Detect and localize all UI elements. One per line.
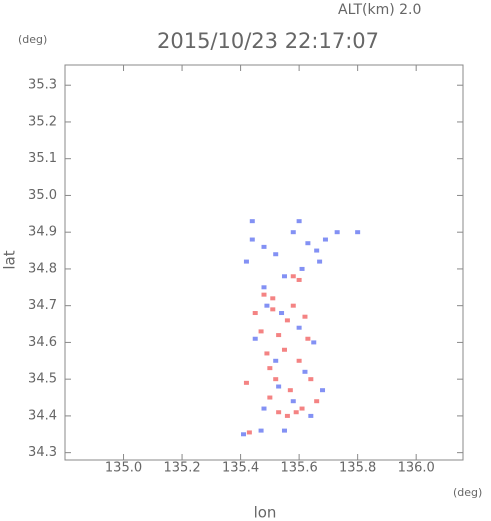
y-tick-label: 34.6 xyxy=(28,335,57,350)
x-tick-label: 135.6 xyxy=(281,461,318,476)
radar-point xyxy=(281,347,287,352)
radar-point xyxy=(290,230,296,235)
x-unit: (deg) xyxy=(453,486,482,499)
radar-point xyxy=(261,244,267,249)
y-tick-label: 35.1 xyxy=(28,151,57,166)
y-axis-label: lat xyxy=(1,250,19,269)
x-axis-label: lon xyxy=(254,504,277,521)
radar-point xyxy=(296,219,302,224)
radar-point xyxy=(273,252,279,257)
radar-point xyxy=(243,380,249,385)
radar-point xyxy=(258,329,264,334)
x-tick-label: 135.0 xyxy=(105,461,142,476)
y-tick-label: 34.7 xyxy=(28,298,57,313)
radar-point xyxy=(293,410,299,415)
radar-point xyxy=(299,406,305,411)
y-tick-label: 34.3 xyxy=(28,445,57,460)
radar-point xyxy=(290,303,296,308)
radar-point xyxy=(314,248,320,253)
radar-point xyxy=(276,410,282,415)
x-tick-label: 136.0 xyxy=(398,461,435,476)
radar-point xyxy=(249,237,255,242)
chart-title: 2015/10/23 22:17:07 xyxy=(157,29,379,53)
radar-point xyxy=(287,388,293,393)
radar-point xyxy=(270,296,276,301)
y-tick-label: 35.0 xyxy=(28,188,57,203)
radar-point xyxy=(249,219,255,224)
radar-point xyxy=(264,303,270,308)
radar-point xyxy=(252,311,258,316)
y-tick-label: 34.5 xyxy=(28,372,57,387)
radar-point xyxy=(296,325,302,330)
x-tick-label: 135.8 xyxy=(339,461,376,476)
radar-point xyxy=(305,336,311,341)
radar-point xyxy=(322,237,328,242)
radar-point xyxy=(261,406,267,411)
radar-point xyxy=(276,384,282,389)
radar-point xyxy=(284,318,290,323)
radar-point xyxy=(270,307,276,312)
x-tick-label: 135.2 xyxy=(163,461,200,476)
radar-point xyxy=(296,277,302,282)
radar-point xyxy=(261,285,267,290)
radar-point xyxy=(279,311,285,316)
y-tick-label: 34.9 xyxy=(28,225,57,240)
radar-point xyxy=(273,358,279,363)
radar-point xyxy=(320,388,326,393)
radar-point xyxy=(281,428,287,433)
radar-point xyxy=(252,336,258,341)
radar-point xyxy=(281,274,287,279)
radar-point xyxy=(276,333,282,338)
radar-point xyxy=(261,292,267,297)
radar-point xyxy=(241,432,247,437)
radar-point xyxy=(267,366,273,371)
radar-point xyxy=(305,241,311,246)
altitude-label: ALT(km) 2.0 xyxy=(338,2,421,18)
radar-point xyxy=(334,230,340,235)
radar-point xyxy=(308,413,314,418)
radar-point xyxy=(355,230,361,235)
radar-point xyxy=(311,340,317,345)
radar-point xyxy=(267,395,273,400)
radar-point xyxy=(290,399,296,404)
radar-point xyxy=(243,259,249,264)
radar-point xyxy=(302,369,308,374)
y-tick-label: 34.8 xyxy=(28,261,57,276)
radar-point xyxy=(246,430,252,435)
y-tick-label: 35.3 xyxy=(28,78,57,93)
y-tick-label: 34.4 xyxy=(28,408,57,423)
radar-point xyxy=(290,274,296,279)
radar-point xyxy=(264,351,270,356)
radar-point xyxy=(258,428,264,433)
y-tick-label: 35.2 xyxy=(28,114,57,129)
plot-frame xyxy=(64,64,464,461)
radar-point xyxy=(273,377,279,382)
radar-point xyxy=(284,413,290,418)
radar-point xyxy=(314,399,320,404)
radar-point xyxy=(317,259,323,264)
radar-point xyxy=(308,377,314,382)
radar-point xyxy=(296,358,302,363)
x-tick-label: 135.4 xyxy=(222,461,259,476)
y-unit: (deg) xyxy=(18,33,47,46)
radar-point xyxy=(299,266,305,271)
radar-point xyxy=(302,314,308,319)
